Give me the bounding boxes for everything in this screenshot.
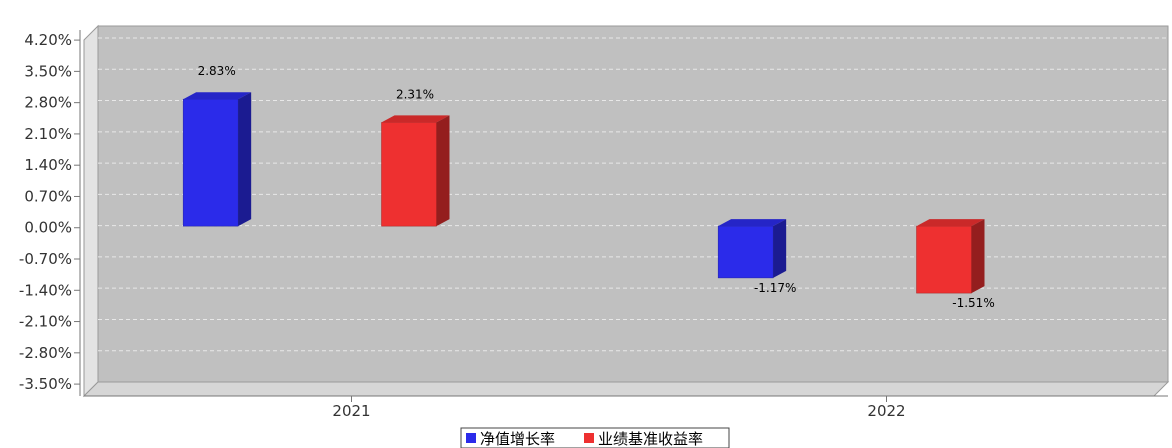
bar-top [183, 92, 252, 100]
legend-label-benchmark: 业绩基准收益率 [598, 430, 703, 448]
bar-front [916, 225, 972, 294]
data-label: 2.83% [198, 64, 236, 78]
bar-top [381, 115, 450, 123]
bar [916, 219, 985, 294]
y-tick-label: 2.10% [24, 125, 72, 143]
y-tick-label: -0.70% [19, 250, 72, 268]
y-tick-label: 0.70% [24, 187, 72, 205]
x-tick-label: 2021 [332, 402, 370, 420]
data-labels: 2.83% 2.31% -1.17% -1.51% [198, 64, 995, 310]
y-tick-label: 4.20% [24, 31, 72, 49]
plot-back-wall [97, 25, 1169, 383]
bar-side [773, 219, 787, 278]
data-label: -1.51% [952, 296, 994, 310]
bars [182, 92, 985, 294]
bar [381, 115, 450, 227]
bar [717, 219, 787, 279]
bar-side [238, 92, 252, 227]
legend: 净值增长率 业绩基准收益率 [460, 427, 730, 448]
bar-side [971, 219, 985, 294]
legend-swatch-net-value [466, 433, 476, 443]
plot-left-wall [83, 24, 99, 398]
y-tick-label: -1.40% [19, 281, 72, 299]
plot-floor [82, 381, 1170, 397]
y-tick-label: 3.50% [24, 62, 72, 80]
gridlines [98, 37, 1168, 352]
legend-box [460, 427, 730, 448]
y-tick-label: -2.10% [19, 313, 72, 331]
data-label: 2.31% [396, 87, 434, 101]
bar-top [718, 219, 787, 227]
data-label: -1.17% [754, 281, 796, 295]
x-tick-label: 2022 [867, 402, 905, 420]
x-axis: 2021 2022 [84, 395, 1168, 420]
bar-front [717, 225, 774, 279]
bar-front [381, 122, 437, 227]
bar-top [916, 219, 985, 227]
bar-side [436, 115, 450, 227]
y-tick-label: 1.40% [24, 156, 72, 174]
legend-label-net-value: 净值增长率 [480, 430, 555, 448]
bar-front [182, 98, 239, 227]
y-tick-label: 0.00% [24, 219, 72, 237]
y-tick-label: -2.80% [19, 344, 72, 362]
y-tick-label: -3.50% [19, 375, 72, 393]
y-axis: 4.20% 3.50% 2.80% 2.10% 1.40% 0.70% 0.00% -0.70… [19, 30, 81, 396]
bar [182, 92, 252, 227]
legend-swatch-benchmark [584, 433, 594, 443]
y-tick-label: 2.80% [24, 94, 72, 112]
